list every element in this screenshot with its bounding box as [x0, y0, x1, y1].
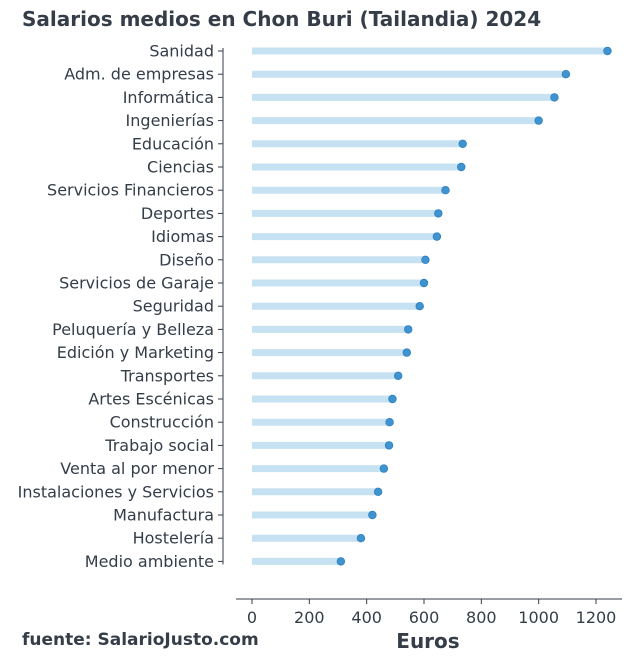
x-axis-label: Euros: [396, 629, 459, 653]
data-point: [432, 232, 442, 241]
category-label: Edición y Marketing: [57, 343, 214, 362]
category-label: Servicios Financieros: [47, 181, 214, 200]
category-label: Deportes: [141, 204, 214, 223]
data-point: [421, 255, 430, 264]
data-point: [402, 348, 411, 357]
data-point: [534, 116, 543, 125]
plot-area: Sanidad Adm. de empresas Informática Ingeni…: [18, 42, 622, 627]
x-tick-label: 1000: [518, 608, 559, 627]
category-label: Sanidad: [149, 42, 214, 61]
category-label: Venta al por menor: [60, 459, 214, 478]
data-point: [550, 93, 559, 102]
category-label: Medio ambiente: [85, 552, 214, 571]
data-point: [384, 441, 394, 450]
source-note: fuente: SalarioJusto.com: [22, 630, 259, 650]
category-label: Educación: [132, 134, 214, 153]
data-point: [419, 278, 429, 288]
x-tick-label: 0: [247, 608, 257, 627]
x-tick-label: 200: [294, 608, 325, 627]
data-point: [434, 209, 443, 218]
category-label: Idiomas: [151, 227, 214, 246]
category-label: Hostelería: [133, 529, 214, 548]
data-point: [561, 69, 571, 79]
data-point: [404, 325, 413, 334]
category-label: Servicios de Garaje: [59, 274, 214, 293]
category-label: Ingenierías: [126, 111, 214, 130]
category-label: Informática: [123, 88, 214, 107]
category-label: Seguridad: [133, 297, 214, 316]
x-tick-label: 600: [409, 608, 440, 627]
category-label: Artes Escénicas: [88, 390, 214, 409]
data-point: [441, 185, 450, 195]
category-label: Peluquería y Belleza: [52, 320, 214, 339]
data-point: [415, 302, 424, 311]
data-point: [368, 510, 377, 520]
data-point: [373, 487, 383, 496]
data-point: [379, 464, 389, 473]
x-tick-label: 1200: [576, 608, 617, 627]
x-tick-label: 400: [351, 608, 382, 627]
data-point: [356, 534, 366, 543]
category-label: Transportes: [120, 366, 214, 385]
category-label: Ciencias: [147, 158, 214, 177]
data-point: [458, 139, 467, 148]
data-point: [385, 418, 394, 427]
x-tick-label: 800: [466, 608, 497, 627]
chart-title: Salarios medios en Chon Buri (Tailandia)…: [22, 7, 541, 31]
data-point: [457, 162, 466, 172]
data-point: [603, 46, 612, 56]
category-label: Adm. de empresas: [64, 65, 214, 84]
category-label: Instalaciones y Servicios: [18, 482, 214, 501]
data-point: [336, 557, 346, 566]
data-point: [388, 394, 397, 404]
category-label: Manufactura: [113, 506, 214, 525]
data-point: [394, 371, 403, 380]
category-label: Trabajo social: [104, 436, 214, 455]
category-label: Construcción: [110, 413, 214, 432]
category-label: Diseño: [159, 250, 214, 269]
